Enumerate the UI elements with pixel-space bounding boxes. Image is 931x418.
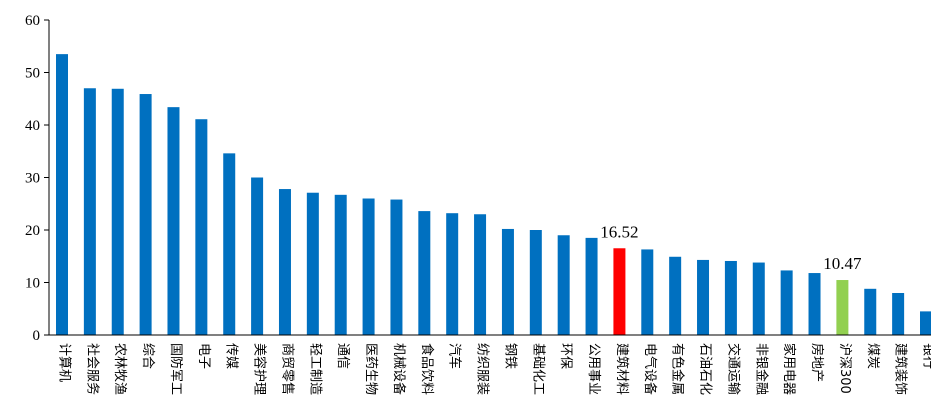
y-tick-label: 0	[33, 328, 41, 344]
data-label: 10.47	[823, 254, 862, 273]
bar-28	[808, 273, 821, 335]
bar-24	[697, 259, 710, 335]
bar-9	[278, 189, 291, 335]
x-tick-label: 农林牧渔	[112, 343, 127, 395]
x-tick-label: 机械设备	[391, 343, 407, 395]
bar-3	[111, 88, 124, 335]
bar-18	[529, 230, 542, 335]
y-axis: 0 10 20 30 40 50 60	[25, 13, 50, 344]
bar-6	[195, 119, 208, 335]
bars	[56, 54, 931, 336]
bar-32	[920, 311, 931, 336]
x-tick-label: 煤炭	[865, 343, 880, 369]
bar-2	[83, 88, 96, 335]
x-tick-label: 房地产	[809, 343, 825, 382]
x-tick-label: 银行	[921, 343, 931, 369]
y-tick-label: 60	[25, 13, 40, 29]
bar-27	[780, 270, 793, 335]
bar-17	[501, 228, 514, 335]
x-tick-label: 有色金属	[670, 343, 686, 395]
x-tick-label: 汽车	[447, 343, 463, 369]
x-tick-label: 食品饮料	[419, 343, 435, 395]
x-tick-label: 钢铁	[502, 343, 517, 369]
bar-8	[251, 177, 264, 335]
x-tick-label: 轻工制造	[307, 343, 322, 395]
x-tick-label: 沪深300	[837, 343, 853, 394]
x-tick-label: 医药生物	[363, 343, 378, 395]
x-tick-label: 国防军工	[168, 343, 184, 395]
bar-22	[641, 249, 654, 335]
y-tick-label: 50	[25, 66, 40, 82]
y-tick-label: 10	[25, 276, 40, 292]
x-tick-label: 美容护理	[252, 343, 268, 395]
bar-25	[724, 260, 737, 335]
y-tick-label: 20	[25, 223, 40, 239]
y-tick-label: 40	[25, 118, 40, 134]
x-tick-label: 商贸零售	[279, 343, 295, 395]
x-tick-label: 建筑材料	[614, 343, 630, 395]
bar-26	[752, 262, 765, 335]
bar-15	[446, 213, 459, 335]
bar-14	[418, 211, 431, 335]
bar-16	[474, 214, 487, 335]
x-tick-label: 石油石化	[698, 343, 713, 395]
x-tick-label: 社会服务	[84, 343, 100, 395]
bar-21	[613, 248, 626, 335]
x-tick-label: 建筑装饰	[893, 343, 909, 395]
data-label: 16.52	[600, 222, 638, 241]
x-tick-label: 公用事业	[586, 343, 601, 395]
annotations: 16.52 10.47	[600, 222, 862, 273]
y-tick-label: 30	[25, 171, 40, 187]
x-tick-label: 交通运输	[725, 343, 741, 395]
x-tick-label: 家用电器	[781, 343, 797, 395]
bar-11	[334, 194, 347, 335]
x-tick-label: 传媒	[224, 343, 239, 369]
x-axis: 计算机 社会服务 农林牧渔 综合 国防军工 电子 传媒 美容护理 商贸零售 轻工制造 通信 医药生物机…	[49, 334, 931, 395]
bar-23	[669, 256, 682, 335]
x-tick-label: 电子	[196, 343, 211, 369]
x-tick-label: 非银金融	[753, 343, 769, 395]
bar-31	[892, 293, 905, 335]
x-tick-label: 通信	[335, 343, 350, 369]
x-tick-label: 计算机	[57, 343, 72, 382]
x-tick-label: 环保	[558, 343, 573, 369]
bar-1	[56, 54, 68, 336]
x-tick-label: 纺织服装	[475, 343, 490, 395]
x-tick-label: 综合	[140, 343, 155, 369]
bar-12	[362, 198, 375, 335]
bar-13	[390, 199, 403, 335]
bar-20	[585, 237, 598, 336]
x-tick-label: 基础化工	[530, 343, 545, 395]
bar-29	[836, 280, 849, 335]
bar-4	[139, 94, 152, 335]
x-tick-label: 电气设备	[642, 343, 658, 395]
bar-19	[557, 235, 570, 335]
bar-5	[167, 107, 180, 336]
bar-10	[306, 192, 319, 335]
bar-30	[864, 288, 877, 335]
bar-7	[223, 153, 236, 335]
